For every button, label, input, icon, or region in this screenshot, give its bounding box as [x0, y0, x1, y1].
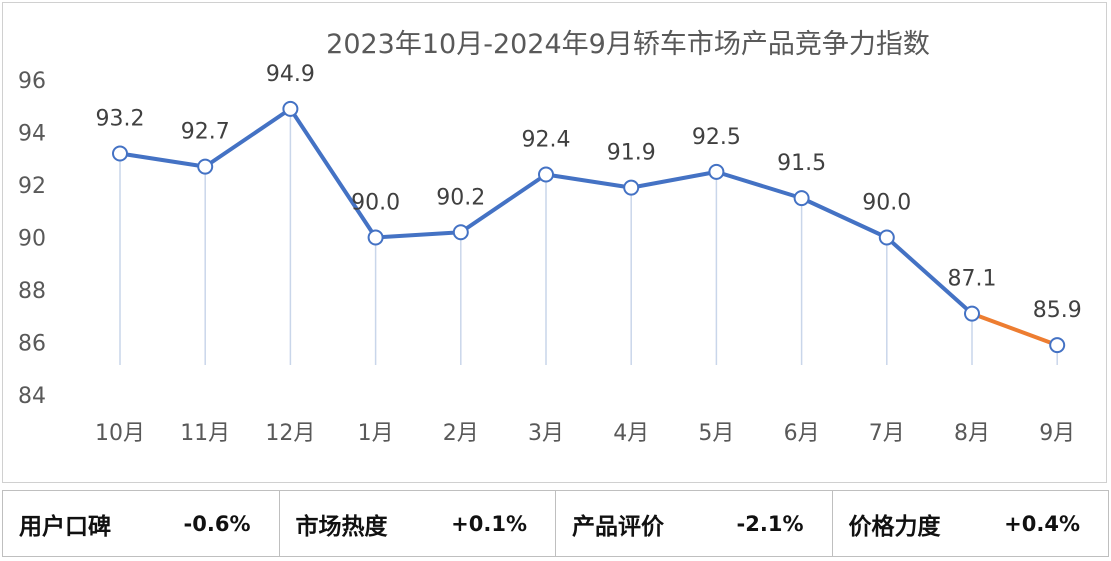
data-point	[878, 229, 895, 246]
data-point	[1049, 337, 1066, 354]
data-label: 87.1	[948, 267, 997, 292]
data-label: 90.0	[862, 191, 911, 216]
data-label: 92.7	[181, 120, 230, 145]
metric-value: +0.4%	[1004, 511, 1080, 536]
data-point	[623, 179, 640, 196]
y-tick-label: 88	[18, 279, 46, 304]
data-point	[708, 163, 725, 180]
y-tick-label: 92	[18, 174, 46, 199]
data-label: 91.5	[777, 151, 826, 176]
metric-value: +0.1%	[451, 511, 527, 536]
data-label: 91.9	[607, 141, 656, 166]
x-tick-label: 1月	[358, 421, 394, 446]
metric-product-review: 产品评价 -2.1%	[556, 491, 833, 556]
data-label: 85.9	[1033, 298, 1082, 323]
data-label: 90.0	[351, 191, 400, 216]
data-point	[452, 224, 469, 241]
metric-label: 产品评价	[572, 513, 664, 540]
data-point	[964, 305, 980, 322]
data-label: 94.9	[266, 62, 315, 87]
metric-label: 用户口碑	[19, 513, 111, 540]
chart-area: 2023年10月-2024年9月轿车市场产品竞争力指数 84 86 88 90 92 94…	[2, 2, 1107, 483]
metrics-bar: 用户口碑 -0.6% 市场热度 +0.1% 产品评价 -2.1% 价格力度 +0…	[2, 490, 1109, 557]
metric-value: -2.1%	[736, 511, 804, 536]
y-tick-label: 90	[18, 227, 46, 252]
metric-label: 市场热度	[295, 513, 388, 540]
x-tick-label: 8月	[954, 421, 990, 446]
y-tick-label: 84	[18, 384, 46, 409]
metric-value: -0.6%	[183, 511, 251, 536]
data-point	[197, 158, 214, 175]
x-tick-label: 11月	[180, 421, 230, 446]
metric-price-strength: 价格力度 +0.4%	[833, 491, 1109, 556]
data-point	[367, 229, 384, 246]
x-tick-label: 2月	[443, 421, 479, 446]
y-tick-label: 86	[18, 332, 46, 357]
x-tick-label: 7月	[869, 421, 905, 446]
x-tick-label: 3月	[528, 421, 564, 446]
series-line-last-segment	[970, 311, 1060, 348]
data-point	[538, 166, 554, 183]
x-tick-label: 4月	[613, 421, 649, 446]
data-point	[112, 145, 128, 162]
x-tick-label: 5月	[698, 421, 734, 446]
data-label: 92.5	[692, 125, 741, 150]
y-tick-label: 96	[18, 69, 46, 94]
y-tick-label: 94	[18, 122, 46, 147]
data-label: 93.2	[96, 107, 145, 132]
line-chart: 2023年10月-2024年9月轿车市场产品竞争力指数 84 86 88 90 92 94…	[18, 29, 1082, 446]
x-tick-label: 9月	[1039, 421, 1075, 446]
metric-market-heat: 市场热度 +0.1%	[280, 491, 556, 556]
data-point	[282, 100, 299, 117]
x-tick-label: 12月	[265, 421, 315, 446]
metric-label: 价格力度	[848, 513, 941, 540]
data-point	[793, 190, 810, 207]
x-tick-label: 10月	[95, 421, 145, 446]
metric-user-reputation: 用户口碑 -0.6%	[3, 491, 280, 556]
x-tick-label: 6月	[784, 421, 820, 446]
data-label: 90.2	[436, 185, 485, 210]
chart-title: 2023年10月-2024年9月轿车市场产品竞争力指数	[326, 29, 930, 60]
data-label: 92.4	[522, 128, 571, 153]
